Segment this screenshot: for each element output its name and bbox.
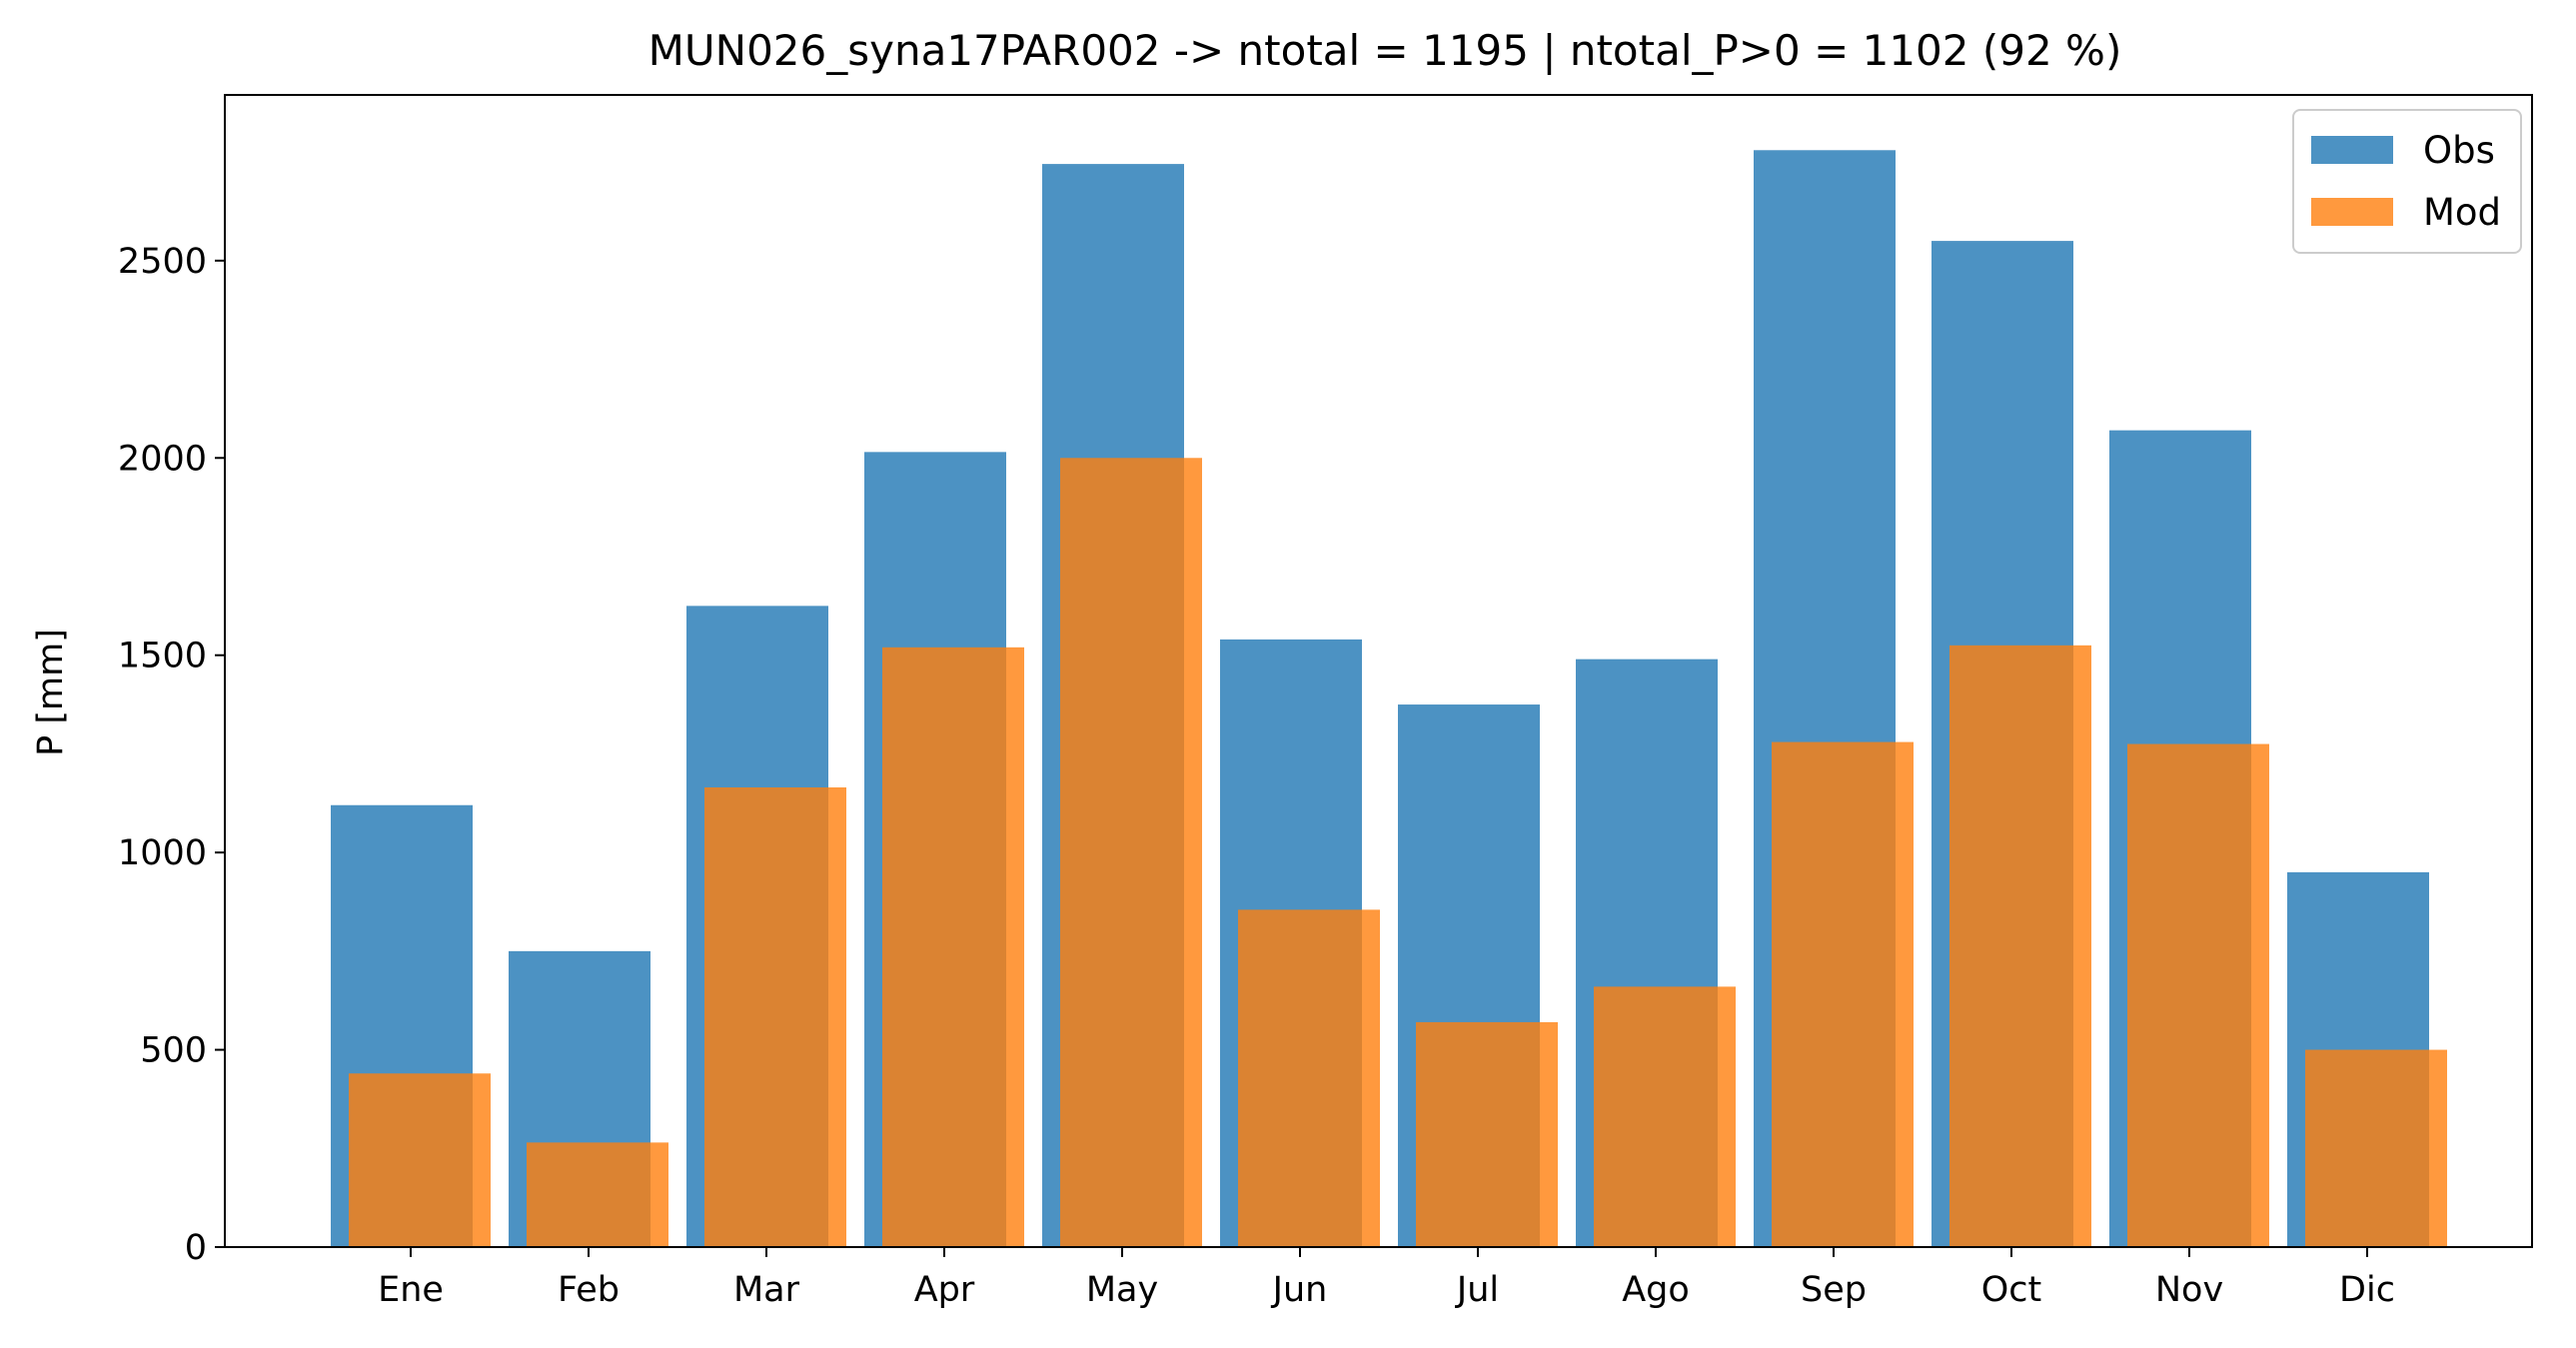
x-tick-label-nov: Nov: [2155, 1270, 2223, 1310]
y-tick-label: 0: [185, 1228, 207, 1268]
bar-mod-ago: [1594, 986, 1736, 1247]
y-tick-label: 500: [140, 1031, 207, 1071]
x-tick-label-dic: Dic: [2339, 1270, 2395, 1310]
bar-mod-oct: [1949, 645, 2091, 1247]
legend-swatch-obs: [2311, 136, 2393, 164]
x-tick-label-apr: Apr: [914, 1270, 975, 1310]
legend-label-obs: Obs: [2423, 129, 2495, 172]
x-tick-label-feb: Feb: [558, 1270, 620, 1310]
y-tick-label: 1000: [118, 833, 207, 873]
x-axis-ticks: Ene Feb Mar Apr May Jun Jul Ago Sep Oct Nov Dic: [378, 1247, 2395, 1310]
bar-mod-may: [1060, 458, 1202, 1247]
x-tick-label-ago: Ago: [1622, 1270, 1690, 1310]
bar-mod-feb: [527, 1142, 668, 1247]
chart-title: MUN026_syna17PAR002 -> ntotal = 1195 | n…: [648, 26, 2122, 75]
bar-mod-jul: [1416, 1021, 1558, 1247]
x-tick-label-mar: Mar: [733, 1270, 800, 1310]
legend-swatch-mod: [2311, 198, 2393, 226]
x-tick-label-oct: Oct: [1981, 1270, 2042, 1310]
bar-mod-ene: [349, 1073, 491, 1247]
y-axis-ticks: 0 500 1000 1500 2000 2500: [118, 242, 225, 1268]
bar-mod-apr: [882, 647, 1024, 1247]
y-axis-label: P [mm]: [31, 629, 71, 756]
legend: Obs Mod: [2292, 109, 2522, 254]
bar-mod-dic: [2305, 1049, 2447, 1247]
bar-mod-jun: [1238, 909, 1380, 1247]
x-tick-label-sep: Sep: [1801, 1270, 1867, 1310]
x-tick-label-jun: Jun: [1271, 1270, 1328, 1310]
y-tick-label: 1500: [118, 637, 207, 676]
plot-frame: [224, 94, 2533, 1248]
x-tick-label-jul: Jul: [1455, 1270, 1499, 1310]
bar-mod-nov: [2127, 743, 2269, 1247]
x-tick-label-ene: Ene: [378, 1270, 444, 1310]
bar-mod-mar: [704, 786, 846, 1247]
bar-mod-sep: [1772, 741, 1914, 1247]
bars-layer: [331, 150, 2447, 1248]
y-tick-label: 2000: [118, 439, 207, 479]
legend-label-mod: Mod: [2423, 191, 2501, 234]
y-tick-label: 2500: [118, 242, 207, 282]
x-tick-label-may: May: [1086, 1270, 1158, 1310]
